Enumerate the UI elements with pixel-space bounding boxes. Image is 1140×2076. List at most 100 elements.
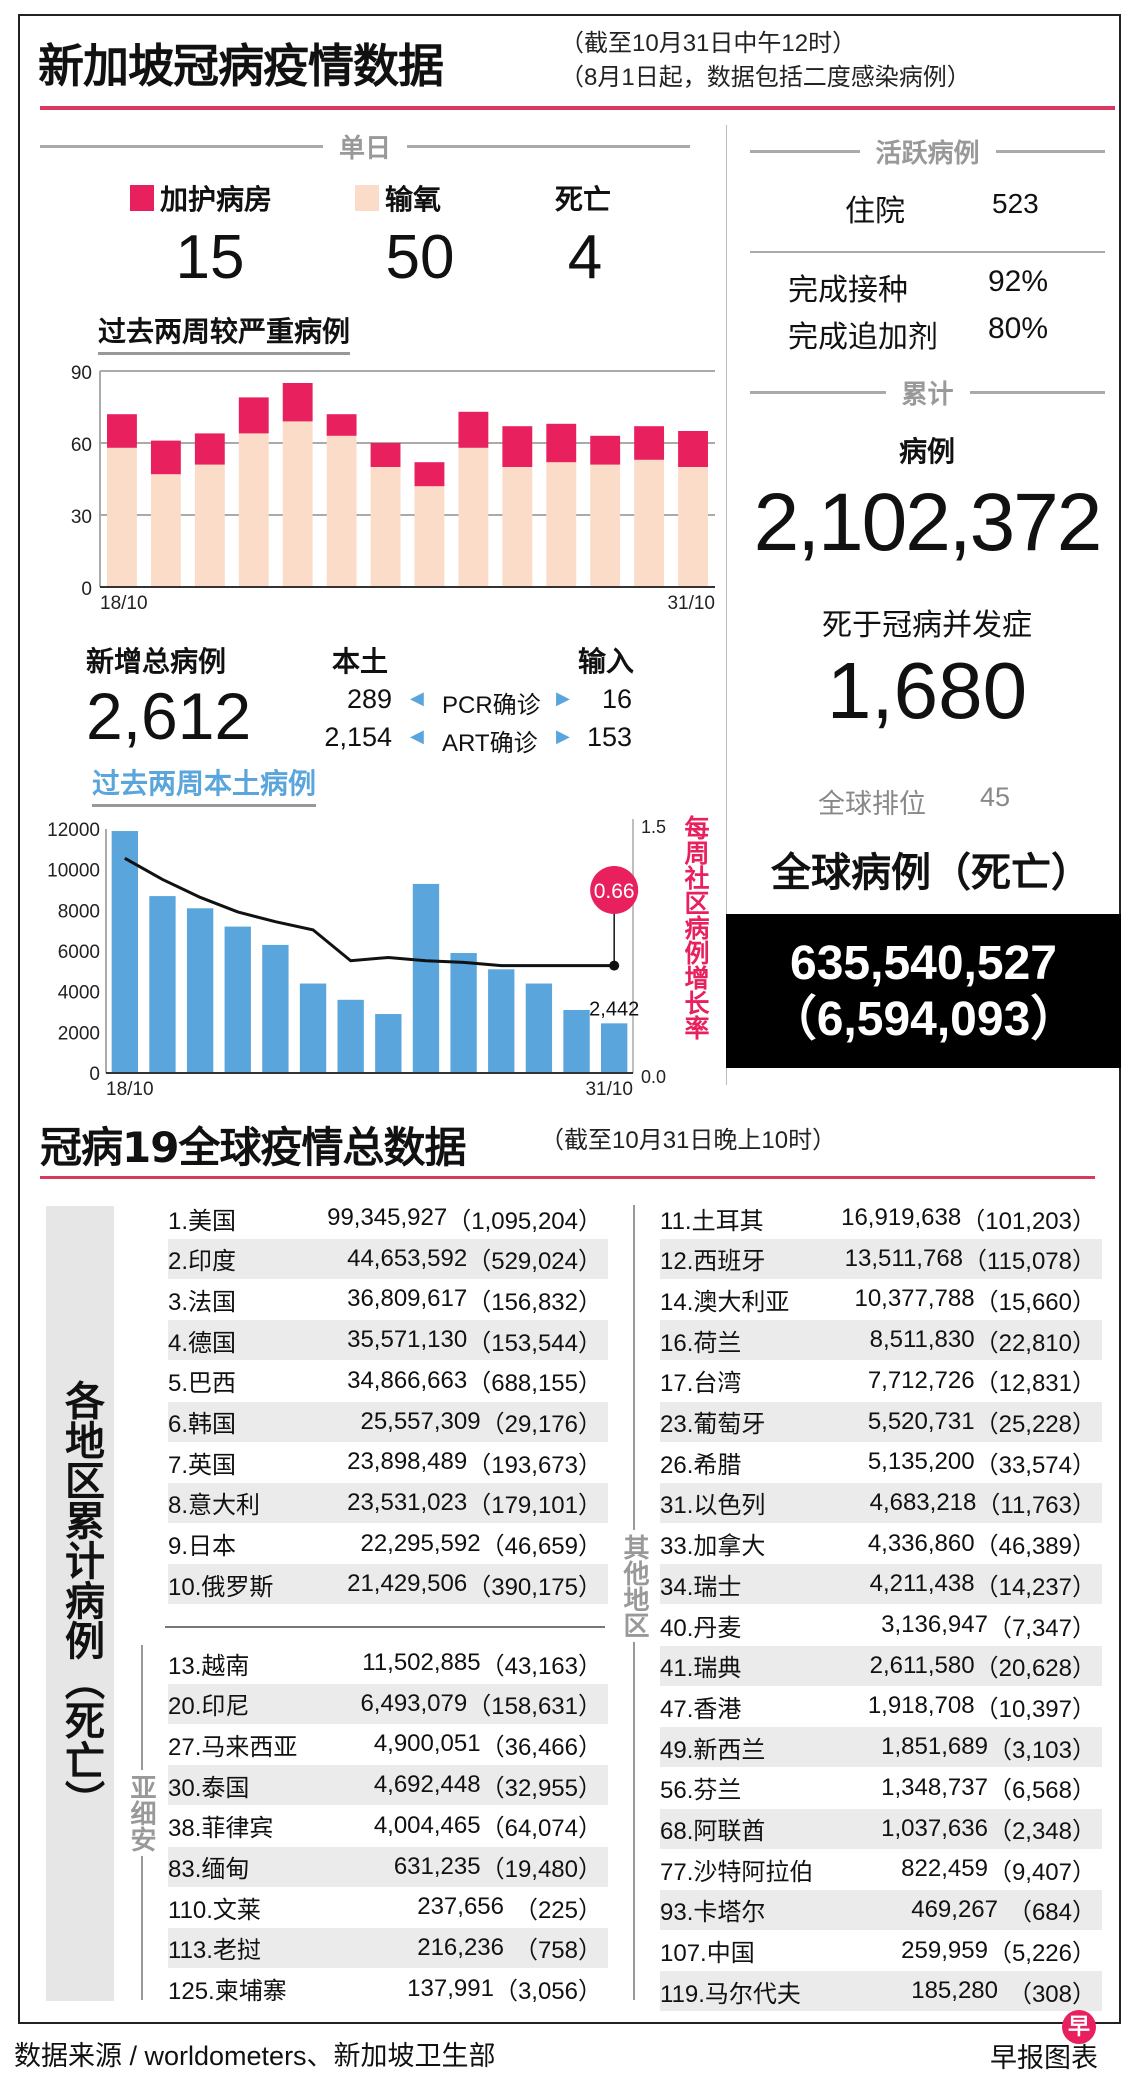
death-count: （6,568） bbox=[987, 1777, 1096, 1805]
death-count: （308） bbox=[1007, 1980, 1096, 2008]
header-divider bbox=[40, 106, 1115, 110]
bar-oxygen bbox=[458, 447, 489, 587]
arrow-left-icon: ◀ bbox=[410, 688, 424, 708]
country-name: 20.印尼 bbox=[168, 1693, 250, 1721]
bar-icu bbox=[414, 462, 445, 487]
x-tick-label: 31/10 bbox=[585, 1079, 633, 1100]
country-name: 14.澳大利亚 bbox=[660, 1288, 790, 1316]
country-name: 3.法国 bbox=[168, 1288, 237, 1316]
table-row: 30.泰国 4,692,448 （32,955） bbox=[168, 1765, 608, 1806]
credit-note: 早报图表 bbox=[990, 2043, 1098, 2073]
table-row: 6.韩国 25,557,309 （29,176） bbox=[168, 1401, 608, 1442]
label-deaths: 死亡 bbox=[555, 183, 612, 216]
others-label: 其他地区 bbox=[620, 1530, 650, 1642]
bar-icu bbox=[502, 426, 533, 467]
cumulative-cases-label: 病例 bbox=[898, 435, 955, 468]
arrow-right-icon: ▶ bbox=[556, 688, 570, 708]
death-count: （688,155） bbox=[467, 1370, 602, 1398]
source-note: 数据来源 / worldometers、新加坡卫生部 bbox=[14, 2041, 496, 2071]
country-name: 8.意大利 bbox=[168, 1492, 261, 1520]
y-tick-label: 10000 bbox=[47, 861, 100, 882]
asean-label: 亚细安 bbox=[127, 1770, 157, 1856]
case-count: 1,037,636 bbox=[881, 1814, 988, 1842]
death-count: （12,831） bbox=[974, 1370, 1096, 1398]
case-count: 22,295,592 bbox=[360, 1529, 481, 1557]
country-name: 33.加拿大 bbox=[660, 1533, 766, 1561]
case-count: 23,531,023 bbox=[347, 1488, 468, 1516]
severe-chart-title: 过去两周较严重病例 bbox=[98, 310, 351, 355]
global-rank-value: 45 bbox=[980, 782, 1011, 812]
death-count: （193,673） bbox=[467, 1451, 602, 1479]
case-count: 4,683,218 bbox=[869, 1488, 977, 1516]
case-count: 216,236 bbox=[417, 1933, 504, 1961]
y2-tick-label: 0.0 bbox=[641, 1067, 666, 1087]
bar-icu bbox=[150, 440, 181, 475]
case-count: 4,692,448 bbox=[373, 1771, 481, 1799]
x-tick-label: 18/10 bbox=[100, 593, 148, 614]
death-count: （158,631） bbox=[467, 1693, 602, 1721]
legend-oxygen: 输氧 bbox=[355, 178, 441, 218]
bar-local-cases bbox=[488, 969, 515, 1073]
country-name: 2.印度 bbox=[168, 1248, 237, 1276]
bar-oxygen bbox=[194, 464, 225, 587]
y-tick-label: 12000 bbox=[47, 820, 100, 841]
death-count: （32,955） bbox=[480, 1774, 602, 1802]
case-count: 5,520,731 bbox=[867, 1407, 975, 1435]
cumulative-heading: 累计 bbox=[750, 374, 1106, 411]
global-rank-label: 全球排位 bbox=[818, 789, 926, 819]
table-row: 83.缅甸 631,235 （19,480） bbox=[168, 1846, 608, 1887]
country-name: 83.缅甸 bbox=[168, 1856, 250, 1883]
country-name: 77.沙特阿拉伯 bbox=[660, 1858, 814, 1886]
local-label: 本土 bbox=[332, 645, 389, 678]
table-row: 33.加拿大 4,336,860 （46,389） bbox=[660, 1524, 1102, 1564]
daily-heading: 单日 bbox=[40, 128, 691, 165]
y-tick-label: 60 bbox=[71, 435, 92, 456]
y-tick-label: 4000 bbox=[58, 983, 100, 1004]
bar-oxygen bbox=[546, 462, 577, 587]
table-row: 11.土耳其 16,919,638 （101,203） bbox=[660, 1198, 1102, 1238]
bar-local-cases bbox=[450, 953, 477, 1073]
table-row: 31.以色列 4,683,218 （11,763） bbox=[660, 1482, 1102, 1523]
y-tick-label: 6000 bbox=[58, 942, 100, 963]
highlight-badge-label: 0.66 bbox=[594, 880, 635, 903]
global-deaths-value: （6,594,093） bbox=[768, 993, 1079, 1046]
case-count: 631,235 bbox=[393, 1852, 481, 1880]
bar-icu bbox=[678, 431, 708, 467]
table-row: 38.菲律宾 4,004,465 （64,074） bbox=[168, 1806, 608, 1846]
bar-local-cases bbox=[149, 896, 176, 1073]
case-count: 23,898,489 bbox=[347, 1448, 468, 1476]
column-divider bbox=[726, 125, 727, 1085]
icu-swatch-icon bbox=[130, 185, 154, 211]
y-tick-label: 0 bbox=[89, 1064, 100, 1085]
case-count: 16,919,638 bbox=[841, 1204, 962, 1231]
bar-local-cases bbox=[563, 1009, 590, 1073]
vaccinated-value: 92% bbox=[988, 265, 1049, 298]
active-divider bbox=[750, 251, 1105, 253]
country-name: 11.土耳其 bbox=[660, 1207, 764, 1235]
country-name: 4.德国 bbox=[168, 1329, 237, 1357]
case-count: 7,712,726 bbox=[867, 1366, 975, 1394]
death-count: （390,175） bbox=[467, 1573, 602, 1601]
country-name: 49.新西兰 bbox=[660, 1736, 766, 1764]
bar-local-cases bbox=[375, 1014, 402, 1073]
last-bar-label: 2,442 bbox=[589, 998, 639, 1020]
highlight-badge bbox=[590, 866, 639, 914]
y-tick-label: 30 bbox=[71, 507, 92, 528]
local-chart-title: 过去两周本土病例 bbox=[92, 762, 317, 807]
table-row: 23.葡萄牙 5,520,731 （25,228） bbox=[660, 1401, 1102, 1442]
country-name: 56.芬兰 bbox=[660, 1777, 742, 1805]
case-count: 2,611,580 bbox=[869, 1651, 975, 1679]
death-count: （758） bbox=[513, 1937, 602, 1965]
bar-oxygen bbox=[414, 486, 445, 587]
death-count: （115,078） bbox=[963, 1248, 1096, 1276]
side-label-band bbox=[46, 1206, 114, 2001]
death-count: （43,163） bbox=[480, 1652, 602, 1680]
asean-divider bbox=[165, 1626, 605, 1628]
bar-local-cases bbox=[601, 1023, 628, 1073]
header-note-reinfection: （8月1日起，数据包括二度感染病例） bbox=[560, 64, 971, 91]
death-count: （20,628） bbox=[974, 1655, 1096, 1683]
table-row: 4.德国 35,571,130 （153,544） bbox=[168, 1320, 608, 1361]
case-count: 10,377,788 bbox=[854, 1285, 975, 1313]
case-count: 6,493,079 bbox=[360, 1689, 468, 1717]
oxygen-value: 50 bbox=[385, 223, 455, 292]
